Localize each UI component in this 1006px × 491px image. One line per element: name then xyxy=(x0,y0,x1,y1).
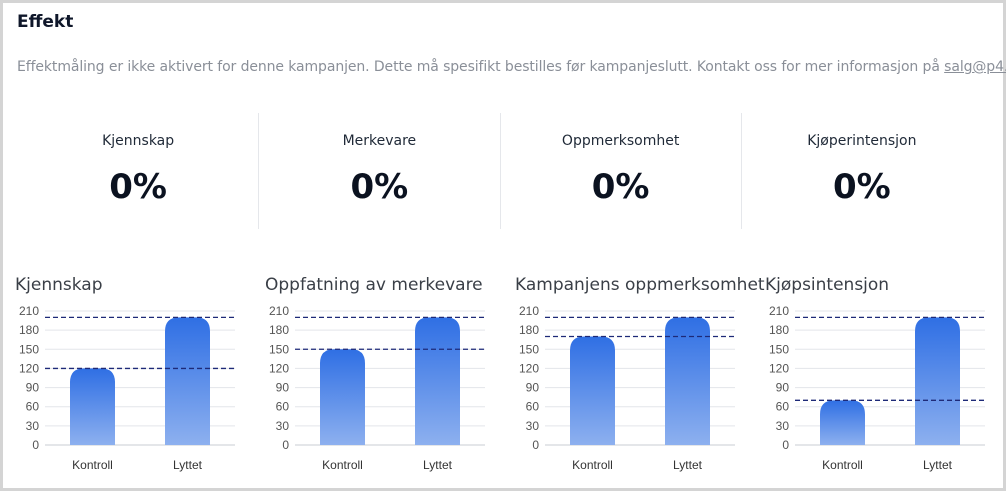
chart-title: Kjøpsintensjon xyxy=(765,275,890,295)
bar-kontroll xyxy=(570,336,615,445)
chart-kjopsintensjon: Kjøpsintensjon 0 30 60 90 120 150 180 210 Kontro… xyxy=(765,271,1005,481)
bar-chart-svg: 0 30 60 90 120 150 180 210 Kontroll Lyttet xyxy=(19,304,235,472)
metric-label: Kjennskap xyxy=(102,133,175,149)
bar-lyttet xyxy=(165,317,210,445)
metric-card-kjoperintensjon: Kjøperintensjon 0% xyxy=(742,113,982,229)
chart-kjennskap: Kjennskap 0 30 60 90 120 150 180 210 Kontroll Lyt… xyxy=(15,271,255,481)
y-tick-label: 180 xyxy=(269,323,289,337)
metric-value: 0% xyxy=(591,167,650,207)
bar-lyttet xyxy=(915,317,960,445)
y-tick-label: 150 xyxy=(269,342,289,356)
y-tick-label: 60 xyxy=(276,400,290,414)
chart-title: Kampanjens oppmerksomhet xyxy=(515,275,765,295)
y-tick-label: 120 xyxy=(519,361,539,375)
y-tick-label: 0 xyxy=(782,438,789,452)
y-tick-label: 0 xyxy=(282,438,289,452)
y-tick-label: 90 xyxy=(526,381,540,395)
y-tick-label: 60 xyxy=(526,400,540,414)
x-category-label: Kontroll xyxy=(322,458,363,472)
bar-chart-svg: 0 30 60 90 120 150 180 210 Kontroll Lyttet xyxy=(769,304,985,472)
metric-value: 0% xyxy=(833,167,891,207)
y-tick-label: 120 xyxy=(19,361,39,375)
y-tick-label: 90 xyxy=(776,381,790,395)
y-tick-label: 120 xyxy=(769,361,789,375)
metric-label: Oppmerksomhet xyxy=(561,133,680,149)
bar-kontroll xyxy=(70,368,115,445)
y-tick-label: 30 xyxy=(276,419,290,433)
y-tick-label: 30 xyxy=(776,419,790,433)
bar-kontroll xyxy=(820,400,865,445)
y-tick-label: 30 xyxy=(26,419,40,433)
bar-lyttet xyxy=(415,317,460,445)
bar-kontroll xyxy=(320,349,365,445)
section-title: Effekt xyxy=(17,12,74,32)
y-tick-label: 180 xyxy=(19,323,39,337)
y-tick-label: 150 xyxy=(519,342,539,356)
chart-merkevare: Oppfatning av merkevare 0 30 60 90 120 150 180… xyxy=(265,271,505,481)
y-tick-label: 60 xyxy=(776,400,790,414)
y-tick-label: 30 xyxy=(526,419,540,433)
metric-value: 0% xyxy=(350,167,409,207)
metrics-row: Kjennskap 0% Merkevare 0% Oppmerksomhet … xyxy=(18,113,982,229)
y-tick-label: 0 xyxy=(532,438,539,452)
bar-lyttet xyxy=(665,317,710,445)
metric-label: Kjøperintensjon xyxy=(807,133,917,149)
chart-oppmerksomhet: Kampanjens oppmerksomhet 0 30 60 90 120 150 18… xyxy=(515,271,765,481)
metric-value: 0% xyxy=(109,167,167,207)
x-category-label: Lyttet xyxy=(173,458,203,472)
metric-label: Merkevare xyxy=(342,133,417,149)
metric-card-oppmerksomhet: Oppmerksomhet 0% xyxy=(501,113,742,229)
notice-text: Effektmåling er ikke aktivert for denne … xyxy=(17,59,945,75)
y-tick-label: 150 xyxy=(19,342,39,356)
x-category-label: Lyttet xyxy=(673,458,703,472)
y-tick-label: 150 xyxy=(769,342,789,356)
x-category-label: Kontroll xyxy=(822,458,863,472)
chart-title: Kjennskap xyxy=(15,275,103,295)
y-tick-label: 210 xyxy=(269,304,289,318)
x-category-label: Kontroll xyxy=(72,458,113,472)
y-tick-label: 210 xyxy=(19,304,39,318)
bar-chart-svg: 0 30 60 90 120 150 180 210 Kontroll Lyttet xyxy=(519,304,735,472)
metric-card-merkevare: Merkevare 0% xyxy=(259,113,501,229)
y-tick-label: 210 xyxy=(769,304,789,318)
activation-notice: Effektmåling er ikke aktivert for denne … xyxy=(17,59,1006,75)
y-tick-label: 210 xyxy=(519,304,539,318)
bar-chart-svg: 0 30 60 90 120 150 180 210 Kontroll Lyttet xyxy=(269,304,485,472)
x-category-label: Lyttet xyxy=(923,458,953,472)
x-category-label: Lyttet xyxy=(423,458,453,472)
y-tick-label: 60 xyxy=(26,400,40,414)
y-tick-label: 180 xyxy=(769,323,789,337)
y-tick-label: 180 xyxy=(519,323,539,337)
contact-email-link[interactable]: salg@p4.no xyxy=(944,59,1006,75)
x-category-label: Kontroll xyxy=(572,458,613,472)
y-tick-label: 90 xyxy=(26,381,40,395)
chart-title: Oppfatning av merkevare xyxy=(265,275,483,295)
y-tick-label: 90 xyxy=(276,381,290,395)
metric-card-kjennskap: Kjennskap 0% xyxy=(18,113,260,229)
y-tick-label: 120 xyxy=(269,361,289,375)
y-tick-label: 0 xyxy=(32,438,39,452)
